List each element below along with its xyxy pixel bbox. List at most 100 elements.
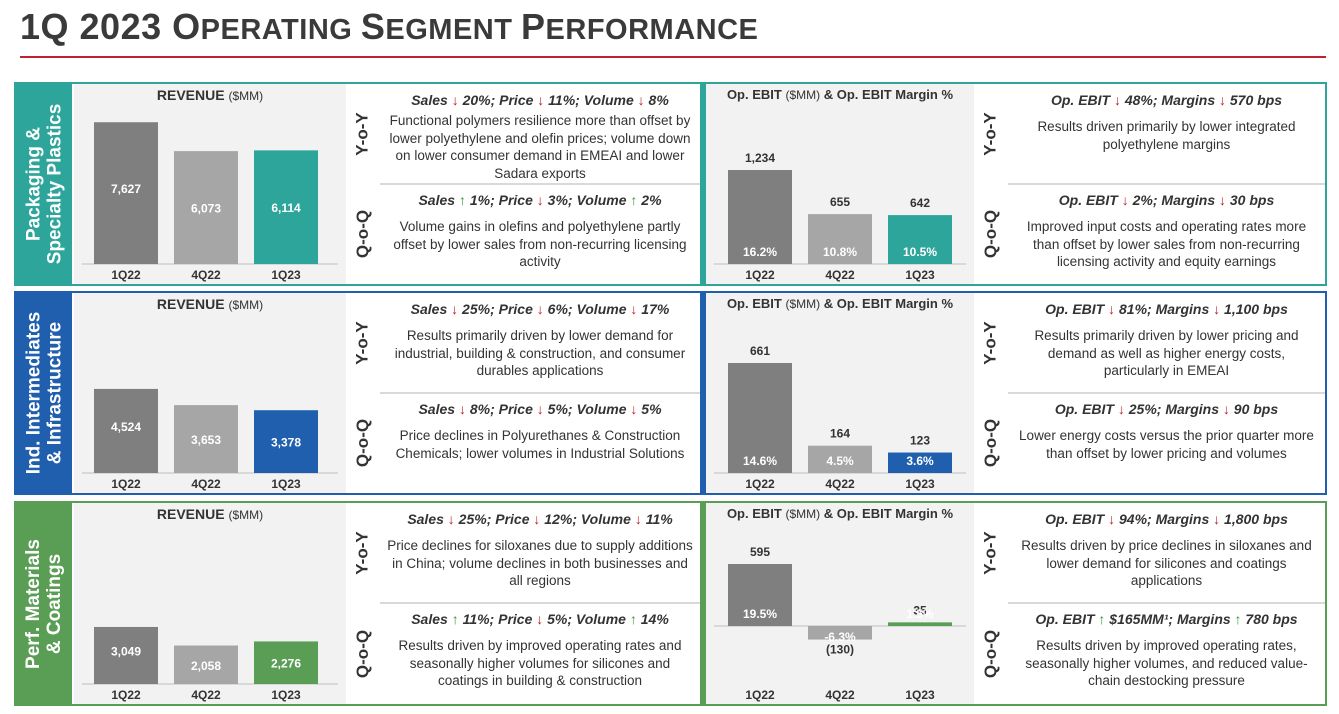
revenue-unit: ($MM)	[228, 89, 264, 103]
arrow-down-icon: ↓	[1113, 92, 1121, 108]
ebit-label-yoy: Y-o-Y	[976, 503, 1006, 603]
headline-text: Op. EBIT	[1045, 511, 1109, 527]
sales-yoy-body: Price declines for siloxanes due to supp…	[387, 538, 693, 588]
ebit-yoy-body: Results driven primarily by lower integr…	[1037, 119, 1296, 152]
sales-yoy-commentary: Sales ↓ 25%; Price ↓ 6%; Volume ↓ 17% Res…	[380, 295, 700, 391]
headline-text: Sales	[418, 401, 459, 417]
ebit-value-label: 642	[910, 196, 930, 210]
ebit-category-label: 1Q23	[905, 688, 935, 702]
arrow-down-icon: ↓	[1213, 301, 1221, 317]
title-rule	[20, 56, 1326, 58]
summary-headline: Op. EBIT ↓ 48%; Margins ↓ 570 bps	[1008, 92, 1325, 108]
headline-text: 11%; Price	[458, 611, 537, 627]
arrow-down-icon: ↓	[533, 511, 541, 527]
ebit-chart: 661 14.6% 1Q22 164 4.5% 4Q22 123 3.6% 1Q23	[714, 344, 966, 491]
revenue-category-label: 1Q22	[111, 688, 141, 702]
ebit-chart: 595 19.5% 1Q22 (130)-6.3% 4Q22 351.5% 1Q23	[714, 545, 966, 702]
arrow-down-icon: ↓	[447, 511, 455, 527]
headline-text: Sales	[407, 511, 448, 527]
revenue-category-label: 1Q23	[271, 477, 301, 491]
sales-qoq-commentary: Sales ↑ 11%; Price ↓ 5%; Volume ↑ 14% Res…	[380, 605, 700, 702]
sales-yoy-commentary: Sales ↓ 25%; Price ↓ 12%; Volume ↓ 11% Pr…	[380, 505, 700, 601]
ebit-margin-label: 10.5%	[903, 245, 937, 259]
summary-headline: Sales ↓ 20%; Price ↓ 11%; Volume ↓ 8%	[380, 92, 700, 108]
revenue-bar-4Q22	[174, 645, 238, 684]
ebit-label-qoq-text: Q-o-Q	[981, 629, 1000, 678]
ebit-qoq-commentary: Op. EBIT ↑ $165MM¹; Margins ↑ 780 bps Res…	[1008, 605, 1325, 702]
ebit-bar-1Q23	[888, 622, 952, 626]
arrow-down-icon: ↓	[458, 401, 466, 417]
revenue-panel: REVENUE ($MM) 7,627 1Q22 6,073 4Q22 6,114 1Q23	[74, 84, 346, 284]
revenue-category-label: 1Q22	[111, 268, 141, 282]
label-yoy: Y-o-Y	[348, 293, 378, 393]
arrow-down-icon: ↓	[536, 301, 544, 317]
label-yoy: Y-o-Y	[348, 503, 378, 603]
sales-qoq-commentary: Sales ↑ 1%; Price ↓ 3%; Volume ↑ 2% Volum…	[380, 186, 700, 282]
ebit-category-label: 4Q22	[825, 477, 855, 491]
label-qoq-text: Q-o-Q	[353, 209, 372, 259]
ebit-qoq-body: Lower energy costs versus the prior quar…	[1019, 428, 1314, 461]
sales-qoq-body: Results driven by improved operating rat…	[398, 638, 682, 688]
ebit-label-qoq-text: Q-o-Q	[981, 209, 1000, 259]
headline-text: 2%; Margins	[1128, 192, 1219, 208]
ebit-category-label: 1Q22	[745, 477, 775, 491]
revenue-value-label: 6,073	[191, 202, 221, 216]
headline-text: Op. EBIT	[1035, 611, 1099, 627]
segment-divider	[700, 293, 706, 493]
ebit-yoy-commentary: Op. EBIT ↓ 81%; Margins ↓ 1,100 bps Resul…	[1008, 295, 1325, 391]
arrow-down-icon: ↓	[1213, 511, 1221, 527]
revenue-bar-4Q22	[174, 405, 238, 473]
headline-text: Op. EBIT	[1045, 301, 1109, 317]
ebit-label-yoy: Y-o-Y	[976, 84, 1006, 184]
summary-headline: Sales ↓ 8%; Price ↓ 5%; Volume ↓ 5%	[380, 401, 700, 417]
revenue-bar-1Q22	[94, 388, 158, 473]
arrow-down-icon: ↓	[536, 192, 544, 208]
headline-text: 1,100 bps	[1220, 301, 1288, 317]
summary-headline: Sales ↓ 25%; Price ↓ 12%; Volume ↓ 11%	[380, 511, 700, 527]
revenue-bar-1Q23	[254, 150, 318, 264]
revenue-category-label: 1Q23	[271, 688, 301, 702]
headline-text: 11%	[641, 511, 673, 527]
ebit-margin-label: -6.3%	[824, 630, 856, 644]
arrow-down-icon: ↓	[630, 401, 638, 417]
arrow-down-icon: ↓	[451, 92, 459, 108]
headline-text: 30 bps	[1226, 192, 1275, 208]
ebit-value-label: 164	[830, 427, 850, 441]
revenue-value-label: 6,114	[271, 201, 301, 215]
segment-label: Ind. Intermediates & Infrastructure	[16, 293, 72, 493]
ebit-value-label: 595	[750, 545, 770, 559]
arrow-down-icon: ↓	[537, 92, 545, 108]
ebit-value-label: 661	[750, 344, 770, 358]
revenue-title: REVENUE ($MM)	[74, 296, 346, 312]
segment-name-line1: Perf. Materials	[23, 538, 44, 669]
headline-text: 8%	[644, 92, 669, 108]
ebit-qoq-commentary: Op. EBIT ↓ 25%; Margins ↓ 90 bps Lower en…	[1008, 395, 1325, 491]
revenue-value-label: 3,049	[111, 644, 141, 658]
revenue-value-label: 3,653	[191, 433, 221, 447]
ebit-category-label: 1Q22	[745, 268, 775, 282]
ebit-title-a: Op. EBIT	[726, 87, 782, 102]
arrow-up-icon: ↑	[630, 192, 638, 208]
revenue-value-label: 7,627	[111, 182, 141, 196]
ebit-label-yoy-text: Y-o-Y	[981, 321, 1001, 365]
summary-headline: Op. EBIT ↓ 2%; Margins ↓ 30 bps	[1008, 192, 1325, 208]
headline-text: Sales	[411, 611, 452, 627]
ebit-margin-label: 19.5%	[743, 607, 777, 621]
headline-text: 48%; Margins	[1120, 92, 1219, 108]
ebit-value-label: 655	[830, 195, 850, 209]
ebit-yoy-commentary: Op. EBIT ↓ 94%; Margins ↓ 1,800 bps Resul…	[1008, 505, 1325, 601]
revenue-chart: 3,049 1Q22 2,058 4Q22 2,276 1Q23	[82, 626, 338, 702]
ebit-margin-label: 16.2%	[743, 245, 777, 259]
label-qoq: Q-o-Q	[348, 393, 378, 493]
ebit-category-label: 4Q22	[825, 268, 855, 282]
revenue-value-label: 3,378	[271, 436, 301, 450]
label-yoy-text: Y-o-Y	[353, 321, 373, 365]
summary-headline: Op. EBIT ↓ 81%; Margins ↓ 1,100 bps	[1008, 301, 1325, 317]
headline-text: 11%; Volume	[544, 92, 638, 108]
arrow-down-icon: ↓	[536, 401, 544, 417]
revenue-category-label: 4Q22	[191, 477, 221, 491]
ebit-label-yoy: Y-o-Y	[976, 293, 1006, 393]
label-qoq-text: Q-o-Q	[353, 629, 372, 678]
separator	[1008, 392, 1325, 394]
sales-yoy-body: Results primarily driven by lower demand…	[394, 328, 686, 378]
